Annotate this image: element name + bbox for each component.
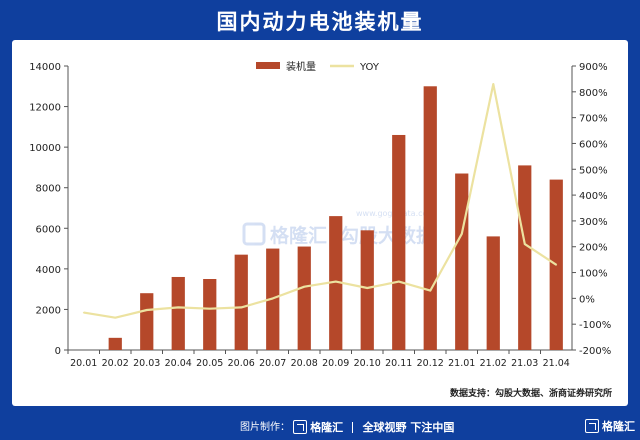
x-tick-label: 20.02 (102, 358, 129, 369)
yoy-point-21.01 (460, 233, 463, 235)
yoy-point-20.11 (397, 280, 400, 283)
bar-20.09 (329, 216, 343, 350)
source-note: 数据支持：勾股大数据、浙商证券研究所 (450, 387, 612, 399)
yoy-point-20.07 (271, 297, 274, 300)
chart-panel: 格隆汇 勾股大数据 www.gogudata.com 0200040006000… (12, 40, 628, 406)
made-by-label: 图片制作： (240, 422, 290, 433)
bar-20.03 (140, 293, 154, 350)
yoy-point-21.04 (555, 264, 558, 266)
bar-21.01 (455, 173, 469, 350)
x-tick-label: 20.10 (354, 358, 381, 369)
y-right-tick-label: 500% (579, 165, 608, 176)
y-right-tick-label: -200% (579, 346, 611, 357)
bar-20.02 (108, 337, 122, 350)
y-left-tick-label: 14000 (29, 62, 61, 73)
watermark-left: 格隆汇 (270, 224, 327, 247)
y-right-tick-label: 800% (579, 88, 608, 99)
y-right-tick-label: 400% (579, 191, 608, 202)
bar-20.12 (423, 86, 437, 351)
yoy-point-20.10 (366, 287, 369, 289)
y-left-tick-label: 2000 (36, 305, 61, 316)
y-right-tick-label: 0% (579, 294, 595, 305)
x-tick-label: 20.09 (322, 358, 349, 369)
legend-label-line: YOY (359, 62, 380, 73)
yoy-point-20.12 (429, 289, 432, 292)
x-tick-label: 21.01 (448, 358, 475, 369)
yoy-point-20.08 (303, 285, 306, 288)
y-left-tick-label: 8000 (36, 184, 61, 195)
yoy-point-21.02 (492, 83, 495, 85)
legend-swatch-bar (256, 62, 280, 69)
x-tick-label: 20.07 (259, 358, 286, 369)
yoy-point-20.01 (82, 311, 85, 314)
y-right-tick-label: 900% (579, 62, 608, 73)
x-tick-label: 21.04 (543, 358, 570, 369)
y-right-tick-label: 700% (579, 114, 608, 125)
y-right-tick-label: 600% (579, 139, 608, 150)
yoy-point-20.02 (114, 316, 117, 319)
x-tick-label: 20.11 (385, 358, 412, 369)
yoy-line (83, 82, 557, 319)
bar-20.11 (392, 134, 406, 350)
x-tick-label: 21.02 (480, 358, 507, 369)
bar-21.03 (518, 165, 532, 350)
footer-slogan: 全球视野 下注中国 (362, 421, 455, 434)
yoy-point-21.03 (523, 243, 526, 245)
x-tick-label: 20.05 (196, 358, 223, 369)
legend: 装机量 YOY (256, 60, 380, 73)
yoy-point-20.05 (208, 307, 211, 310)
bar-21.02 (486, 236, 500, 350)
bar-20.08 (297, 246, 311, 350)
x-tick-label: 20.03 (133, 358, 160, 369)
x-tick-label: 20.08 (291, 358, 318, 369)
y-left-tick-label: 0 (55, 346, 61, 357)
y-left-tick-label: 6000 (36, 224, 61, 235)
yoy-point-20.09 (334, 280, 337, 283)
footer: 图片制作： 格隆汇 全球视野 下注中国 格隆汇 (0, 410, 640, 440)
y-right-tick-label: 300% (579, 217, 608, 228)
bar-20.10 (360, 230, 374, 350)
bar-20.06 (234, 254, 248, 350)
watermark-logo-icon (242, 222, 266, 246)
yoy-point-20.04 (177, 306, 180, 309)
legend-label-bar: 装机量 (286, 60, 316, 73)
y-left-tick-label: 12000 (29, 103, 61, 114)
yoy-point-20.03 (145, 309, 148, 311)
brand-logo-icon (293, 420, 308, 434)
y-left-tick-label: 4000 (36, 265, 61, 276)
y-right-tick-label: 200% (579, 243, 608, 254)
y-right-tick-label: 100% (579, 269, 608, 280)
bar-20.04 (171, 276, 185, 350)
corner-brand: 格隆汇 (602, 420, 635, 433)
x-tick-label: 20.04 (165, 358, 192, 369)
x-tick-label: 21.03 (511, 358, 538, 369)
y-left-tick-label: 10000 (29, 143, 61, 154)
chart: 格隆汇 勾股大数据 www.gogudata.com 0200040006000… (29, 60, 612, 399)
footer-divider (352, 421, 354, 433)
watermark-right: 勾股大数据 (340, 224, 435, 247)
x-tick-label: 20.06 (228, 358, 255, 369)
x-tick-label: 20.01 (70, 358, 97, 369)
yoy-point-20.06 (240, 306, 243, 309)
footer-brand: 格隆汇 (310, 421, 344, 434)
corner-logo-icon (585, 419, 599, 433)
x-tick-label: 20.12 (417, 358, 444, 369)
y-right-tick-label: -100% (579, 320, 611, 331)
bar-20.05 (203, 279, 217, 350)
page-title: 国内动力电池装机量 (216, 10, 424, 34)
